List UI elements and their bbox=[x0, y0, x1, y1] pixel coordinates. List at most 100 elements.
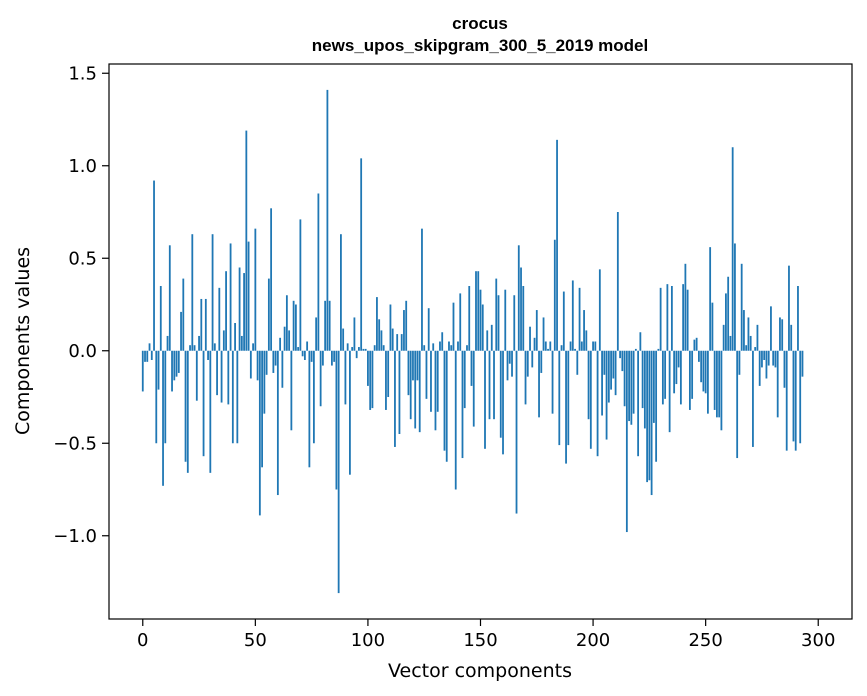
bar bbox=[281, 350, 284, 388]
bar bbox=[294, 304, 297, 351]
bar bbox=[729, 335, 732, 351]
bar bbox=[360, 158, 363, 351]
x-axis-label: Vector components bbox=[388, 660, 572, 682]
bar bbox=[774, 350, 777, 368]
bar bbox=[225, 271, 227, 351]
bar bbox=[657, 348, 660, 351]
bar bbox=[725, 293, 727, 351]
bar bbox=[765, 350, 768, 379]
bar bbox=[682, 284, 685, 351]
bar bbox=[533, 337, 536, 351]
bar bbox=[227, 350, 230, 405]
bar bbox=[670, 286, 673, 351]
bar bbox=[193, 345, 196, 351]
bar bbox=[515, 350, 518, 514]
bar bbox=[229, 243, 232, 351]
bar bbox=[333, 350, 336, 362]
bar bbox=[191, 234, 194, 351]
bar bbox=[328, 300, 331, 351]
bar bbox=[686, 289, 689, 351]
bar bbox=[213, 343, 216, 351]
bar bbox=[799, 350, 802, 444]
bar bbox=[538, 350, 540, 418]
bar bbox=[486, 330, 489, 351]
bar bbox=[256, 350, 259, 381]
bar bbox=[761, 350, 763, 368]
bar bbox=[673, 350, 676, 394]
bar bbox=[364, 348, 367, 351]
bar bbox=[200, 298, 203, 351]
x-tick-label: 100 bbox=[351, 630, 385, 651]
bar bbox=[162, 350, 164, 486]
bar bbox=[265, 350, 268, 375]
bar bbox=[702, 350, 705, 392]
bar bbox=[171, 350, 173, 392]
bar bbox=[767, 350, 770, 366]
bar bbox=[752, 350, 754, 447]
bar bbox=[331, 350, 333, 366]
bar bbox=[216, 350, 218, 396]
bar bbox=[351, 347, 354, 351]
bar bbox=[326, 89, 329, 351]
bar bbox=[146, 350, 149, 362]
bar bbox=[569, 341, 572, 351]
bar bbox=[378, 319, 381, 351]
bar bbox=[562, 291, 565, 351]
bar bbox=[484, 350, 486, 449]
bar bbox=[587, 350, 590, 420]
bar bbox=[709, 247, 712, 351]
bar bbox=[283, 326, 286, 351]
bar bbox=[441, 332, 444, 351]
bar bbox=[373, 345, 376, 351]
bar bbox=[263, 350, 266, 414]
bar bbox=[252, 343, 254, 351]
y-tick-label: 1.0 bbox=[68, 156, 97, 177]
bar bbox=[434, 350, 437, 431]
bar bbox=[556, 139, 558, 351]
bar bbox=[718, 350, 721, 418]
bar bbox=[610, 350, 612, 390]
bar bbox=[445, 350, 448, 462]
bar bbox=[499, 350, 502, 438]
bar bbox=[522, 286, 525, 351]
bar bbox=[164, 350, 167, 444]
bar bbox=[150, 350, 153, 360]
bar bbox=[204, 298, 207, 351]
bar bbox=[479, 289, 482, 351]
bar bbox=[790, 324, 793, 351]
bar bbox=[583, 310, 585, 351]
bar bbox=[461, 350, 464, 459]
bar bbox=[652, 350, 655, 423]
bar bbox=[675, 350, 678, 385]
bar bbox=[168, 245, 171, 351]
bar bbox=[526, 350, 529, 377]
bar-series bbox=[141, 89, 804, 594]
bar bbox=[240, 335, 243, 351]
bar bbox=[261, 350, 263, 468]
bar bbox=[195, 350, 198, 401]
bar bbox=[468, 286, 471, 351]
bar bbox=[317, 193, 320, 351]
bar bbox=[520, 267, 522, 351]
bar bbox=[362, 348, 365, 351]
bar bbox=[276, 350, 279, 496]
bar bbox=[335, 350, 338, 490]
bar bbox=[342, 328, 345, 351]
bar bbox=[648, 350, 651, 481]
bar bbox=[155, 350, 158, 444]
y-tick-label: 0.5 bbox=[68, 248, 97, 269]
bar bbox=[303, 350, 306, 360]
bar bbox=[607, 350, 610, 403]
bar bbox=[497, 295, 500, 351]
bar bbox=[544, 341, 547, 351]
bar bbox=[601, 350, 603, 416]
y-axis-label: Components values bbox=[12, 247, 34, 435]
bar bbox=[207, 350, 209, 360]
bar bbox=[553, 239, 556, 351]
bar bbox=[245, 130, 248, 351]
bar bbox=[430, 350, 432, 412]
x-tick-label: 150 bbox=[463, 630, 497, 651]
bar bbox=[623, 350, 626, 407]
bar bbox=[421, 228, 423, 351]
x-axis: 0 50 100 150 200 250 300 bbox=[137, 619, 835, 651]
